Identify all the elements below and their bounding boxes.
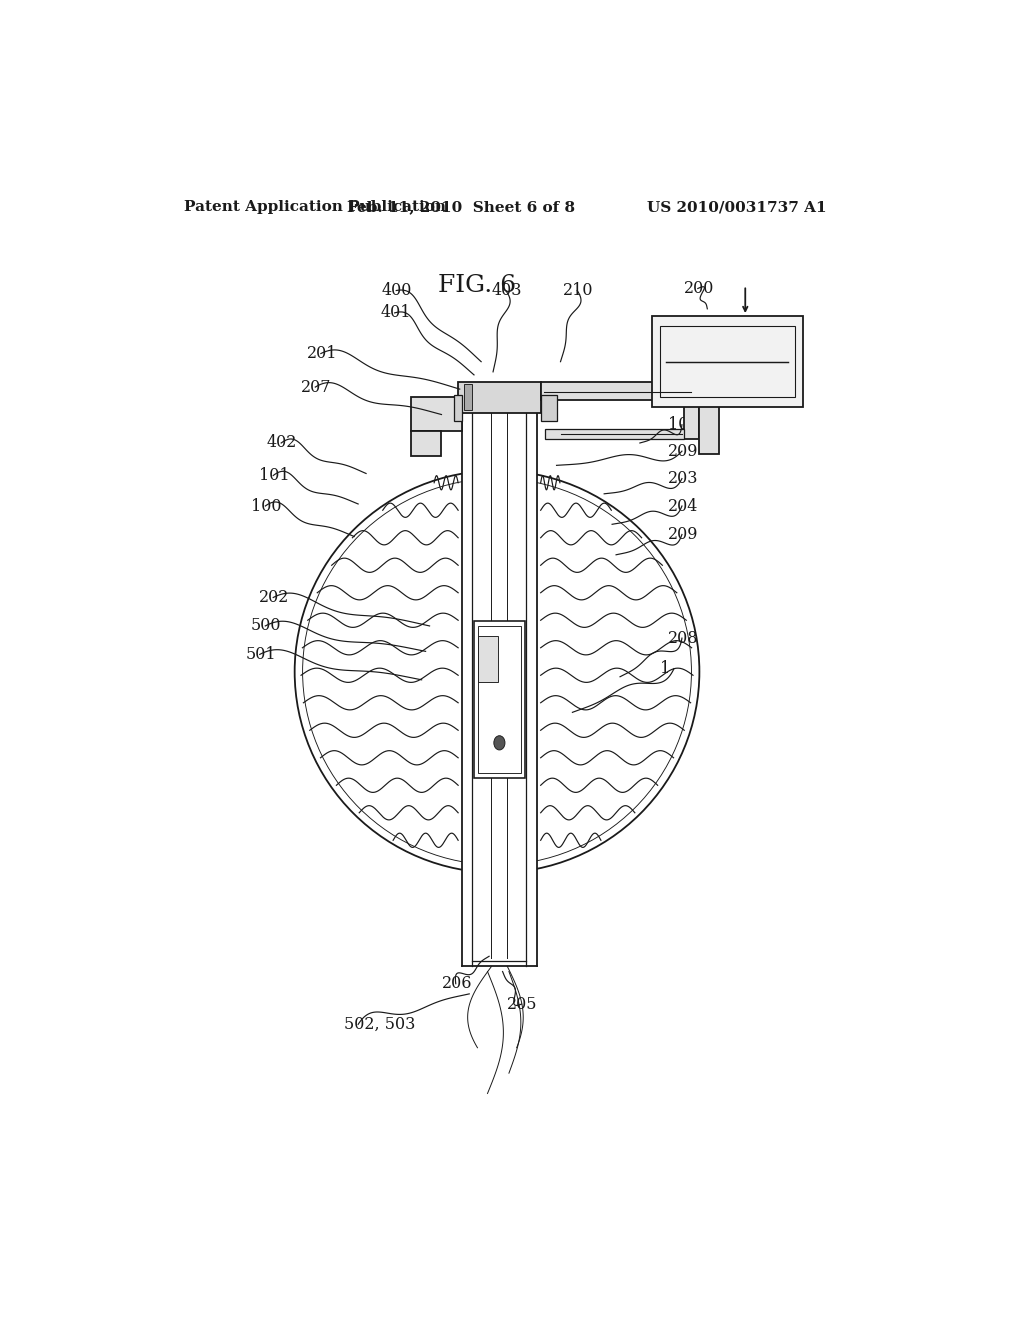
Bar <box>458 381 541 412</box>
Bar <box>541 381 699 400</box>
Text: Feb. 11, 2010  Sheet 6 of 8: Feb. 11, 2010 Sheet 6 of 8 <box>347 201 575 214</box>
Bar <box>699 400 719 454</box>
Text: 102: 102 <box>668 416 698 433</box>
Text: Patent Application Publication: Patent Application Publication <box>183 201 445 214</box>
Bar <box>478 636 499 682</box>
Text: 208: 208 <box>668 630 698 647</box>
Bar <box>652 315 803 408</box>
Text: US 2010/0031737 A1: US 2010/0031737 A1 <box>647 201 826 214</box>
Text: 203: 203 <box>668 470 698 487</box>
Bar <box>411 430 441 457</box>
Bar <box>411 397 462 430</box>
Text: 403: 403 <box>492 282 522 300</box>
Text: 207: 207 <box>301 379 332 396</box>
Text: 209: 209 <box>668 525 698 543</box>
Text: 402: 402 <box>267 434 297 451</box>
Text: 206: 206 <box>441 975 472 993</box>
Text: 502, 503: 502, 503 <box>344 1016 416 1032</box>
Bar <box>684 381 699 440</box>
Bar <box>659 326 795 397</box>
Text: 401: 401 <box>380 305 411 321</box>
Text: 501: 501 <box>246 645 276 663</box>
Text: 200: 200 <box>684 280 714 297</box>
Bar <box>464 384 472 411</box>
Text: 500: 500 <box>251 618 282 635</box>
Bar <box>455 395 462 421</box>
Text: 101: 101 <box>259 467 290 484</box>
Bar <box>478 626 521 774</box>
Text: 400: 400 <box>382 282 413 300</box>
Text: 201: 201 <box>306 345 337 362</box>
Text: 204: 204 <box>668 498 698 515</box>
Text: 205: 205 <box>507 995 538 1012</box>
Text: 1: 1 <box>659 660 670 677</box>
Bar <box>545 429 684 440</box>
Text: 209: 209 <box>668 442 698 459</box>
Bar <box>462 412 537 966</box>
Text: 100: 100 <box>251 498 282 515</box>
Text: 210: 210 <box>563 282 593 300</box>
Text: FIG. 6: FIG. 6 <box>438 275 516 297</box>
Text: 202: 202 <box>259 589 290 606</box>
Bar <box>474 620 525 779</box>
Circle shape <box>494 735 505 750</box>
Bar <box>541 395 557 421</box>
